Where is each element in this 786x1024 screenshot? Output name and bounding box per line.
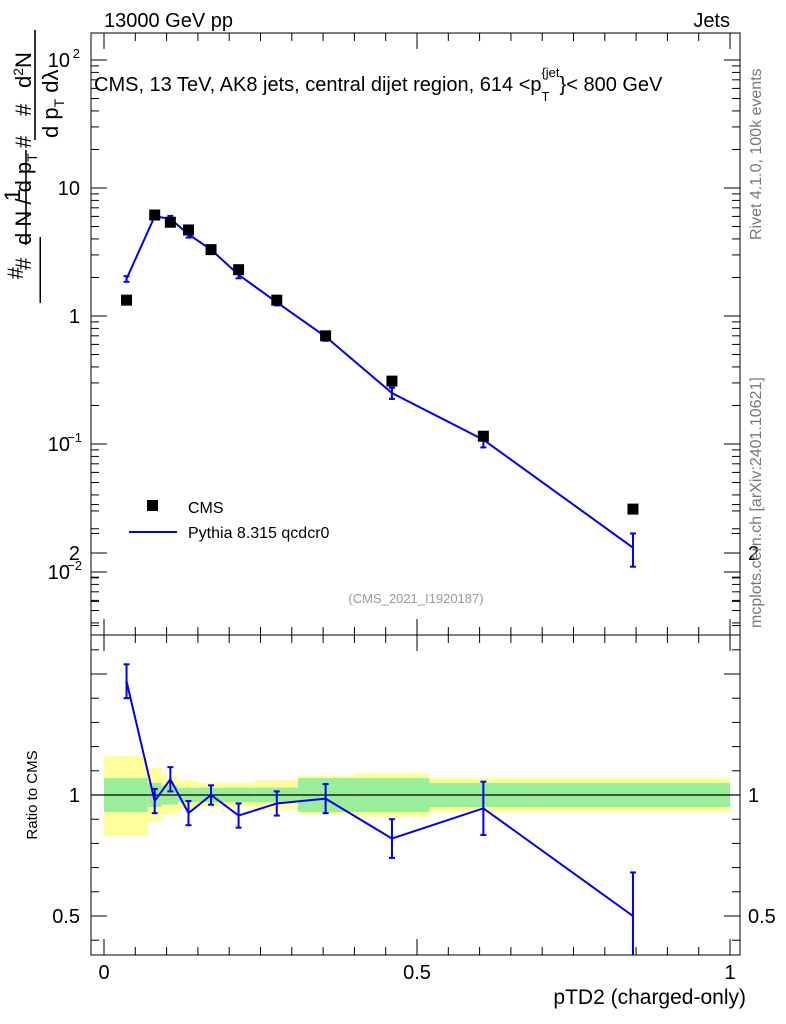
ratio-tick-label-right: 1 bbox=[748, 785, 759, 807]
x-tick-label: 0.5 bbox=[403, 962, 431, 984]
cms-data-point bbox=[183, 224, 195, 236]
cms-data-point bbox=[233, 264, 245, 276]
legend-cms-label: CMS bbox=[188, 500, 224, 517]
y-tick-label: 10 bbox=[58, 178, 80, 200]
y-tick-label: 10 bbox=[48, 434, 70, 456]
y-tick-exponent: 2 bbox=[73, 46, 80, 61]
chart-title: CMS, 13 TeV, AK8 jets, central dijet reg… bbox=[94, 65, 663, 104]
header-right: Jets bbox=[693, 10, 730, 32]
svg-text:#: # bbox=[11, 103, 36, 116]
y-axis-label-composite: # d N / d pT 1 # d pT dλ # d2N bbox=[0, 30, 67, 270]
legend: CMS Pythia 8.315 qcdcr0 bbox=[129, 500, 330, 542]
svg-text:d2N: d2N bbox=[10, 52, 36, 88]
ratio-tick-label-right: 0.5 bbox=[748, 906, 776, 928]
cms-data-point bbox=[627, 503, 639, 515]
x-tick-label: 0 bbox=[98, 962, 109, 984]
svg-text:1: 1 bbox=[0, 189, 25, 201]
pythia-line bbox=[125, 215, 634, 549]
legend-pythia-label: Pythia 8.315 qcdcr0 bbox=[188, 525, 330, 542]
header-left: 13000 GeV pp bbox=[104, 10, 233, 32]
x-tick-label: 1 bbox=[724, 962, 735, 984]
svg-text:#: # bbox=[11, 257, 36, 270]
cms-data-point bbox=[149, 209, 161, 221]
main-plot-frame bbox=[90, 32, 741, 636]
main-series-layer bbox=[121, 209, 639, 568]
cms-data-point bbox=[205, 244, 217, 256]
legend-cms-marker bbox=[147, 500, 158, 511]
ratio-tick-label-right: 2 bbox=[748, 543, 759, 565]
y-axis-label: # ——— bbox=[3, 237, 51, 303]
ratio-tick-label-left: 0.5 bbox=[52, 906, 80, 928]
svg-text:# ———: # ——— bbox=[3, 237, 51, 303]
ratio-series-layer bbox=[123, 663, 636, 955]
ratio-tick-label-left: 2 bbox=[69, 543, 80, 565]
svg-text:d pT dλ: d pT dλ bbox=[38, 69, 67, 138]
cms-data-point bbox=[477, 430, 489, 442]
cms-data-point bbox=[271, 294, 283, 306]
y-tick-label: 1 bbox=[69, 306, 80, 328]
cms-data-point bbox=[164, 216, 176, 228]
analysis-watermark: (CMS_2021_I1920187) bbox=[348, 591, 483, 606]
ratio-tick-label-left: 1 bbox=[69, 785, 80, 807]
y-tick-exponent: −2 bbox=[67, 558, 82, 573]
svg-text:#: # bbox=[11, 135, 36, 148]
mcplots-label: mcplots.cern.ch [arXiv:2401.10621] bbox=[748, 377, 765, 628]
y-tick-exponent: −1 bbox=[67, 430, 82, 445]
rivet-label: Rivet 4.1.0, 100k events bbox=[748, 68, 765, 240]
x-axis-label: pTD2 (charged-only) bbox=[553, 986, 746, 1009]
y-tick-label: 10 bbox=[48, 50, 70, 72]
y-tick-label: 10 bbox=[48, 562, 70, 584]
cms-data-point bbox=[320, 330, 332, 342]
ratio-y-label: Ratio to CMS bbox=[24, 750, 41, 839]
cms-data-point bbox=[121, 294, 133, 306]
svg-text:d N / d pT: d N / d pT bbox=[11, 153, 40, 245]
cms-data-point bbox=[386, 375, 398, 387]
